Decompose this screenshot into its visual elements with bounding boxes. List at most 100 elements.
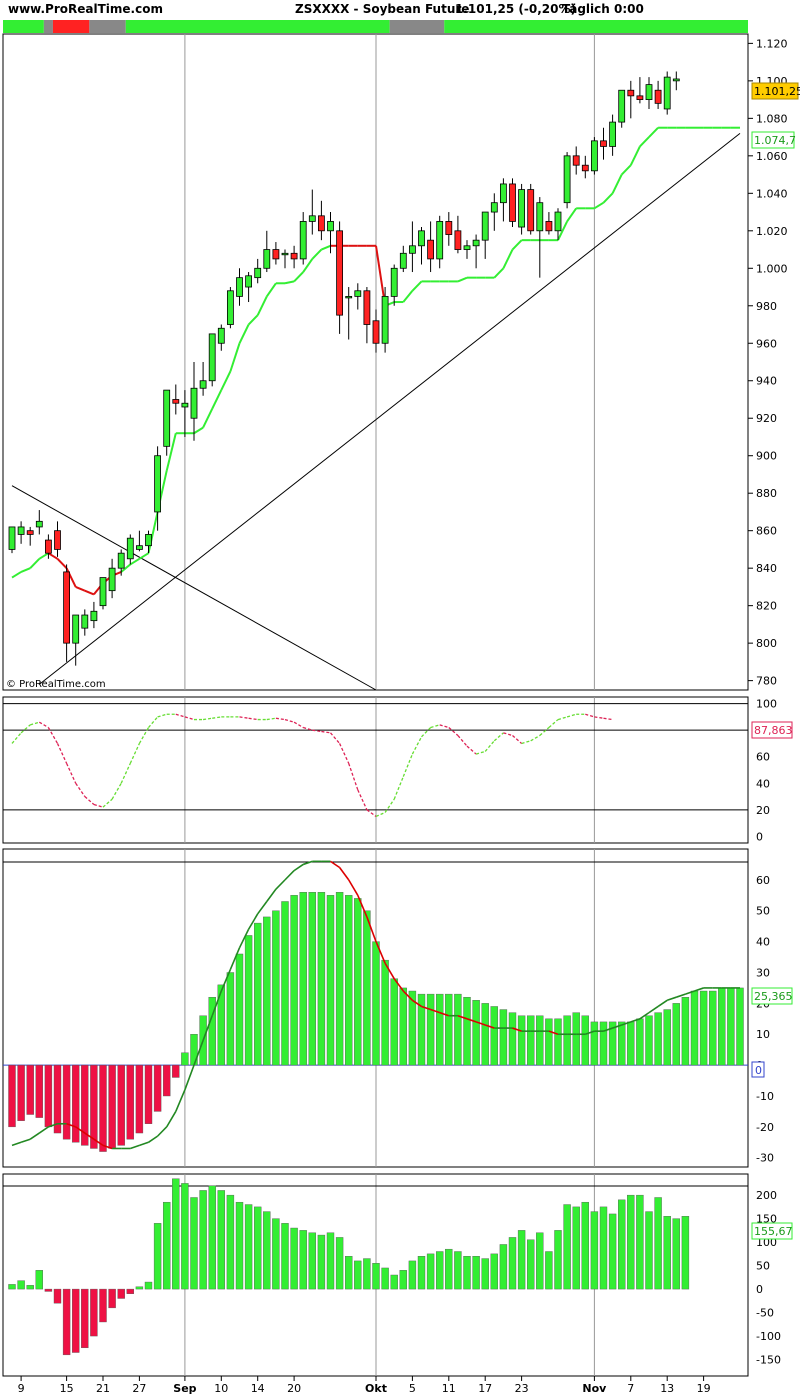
y-tick-label: 40 bbox=[756, 936, 770, 949]
candle-up bbox=[117, 552, 125, 569]
site-link[interactable]: www.ProRealTime.com bbox=[8, 2, 163, 16]
y-tick-label: 920 bbox=[756, 412, 777, 425]
momentum-bar bbox=[335, 1237, 344, 1290]
signal-segment-short bbox=[52, 20, 90, 33]
oscillator-segment bbox=[239, 716, 249, 719]
trailing-stop-segment bbox=[20, 567, 31, 573]
trailing-stop-segment bbox=[566, 207, 578, 222]
histogram-bar bbox=[554, 1018, 562, 1066]
signal-line-segment bbox=[238, 928, 250, 949]
signal-line-segment bbox=[685, 990, 695, 995]
histogram-bar bbox=[217, 984, 226, 1066]
momentum-value-box: 155,67 bbox=[751, 1222, 793, 1240]
signal-line-segment bbox=[338, 867, 350, 881]
oscillator-segment bbox=[148, 716, 159, 728]
signal-line-segment bbox=[157, 1126, 168, 1137]
momentum-bar bbox=[627, 1194, 635, 1290]
candle-up bbox=[263, 249, 271, 269]
oscillator-segment bbox=[175, 713, 186, 718]
oscillator-segment bbox=[439, 724, 449, 729]
trailing-stop-segment bbox=[220, 370, 232, 391]
momentum-bar bbox=[372, 1263, 380, 1290]
momentum-bar bbox=[253, 1206, 262, 1290]
oscillator-segment bbox=[493, 732, 504, 742]
candle-up bbox=[327, 221, 334, 232]
trailing-stop-segment bbox=[265, 282, 277, 297]
trailing-stop-segment bbox=[620, 164, 632, 176]
stop-value-box: 1.074,7 bbox=[751, 131, 796, 149]
candle-down bbox=[317, 215, 325, 232]
histogram-bar bbox=[408, 990, 417, 1066]
y-tick-label: 40 bbox=[756, 777, 770, 790]
momentum-bar bbox=[99, 1288, 107, 1323]
momentum-bar bbox=[162, 1201, 171, 1290]
candle-down bbox=[45, 539, 52, 554]
x-tick-label: 23 bbox=[515, 1382, 529, 1395]
momentum-bar bbox=[263, 1211, 271, 1290]
histogram-bar bbox=[381, 959, 389, 1066]
oscillator-segment bbox=[548, 719, 559, 729]
momentum-bar bbox=[135, 1286, 144, 1290]
momentum-bar bbox=[490, 1253, 498, 1290]
signal-line-segment bbox=[375, 941, 386, 964]
oscillator-segment bbox=[393, 776, 404, 800]
candle-up bbox=[208, 333, 216, 382]
oscillator-segment bbox=[157, 713, 167, 718]
trailing-stop-segment bbox=[311, 248, 323, 260]
histogram-bar bbox=[62, 1064, 71, 1140]
candle-up bbox=[72, 614, 80, 644]
signal-line-segment bbox=[402, 990, 413, 1001]
trailing-stop-segment bbox=[138, 552, 150, 560]
trailing-stop-segment bbox=[229, 342, 241, 372]
signal-segment-neutral bbox=[43, 20, 53, 33]
signal-line-segment bbox=[175, 1089, 186, 1112]
histogram-bar bbox=[572, 1012, 580, 1066]
candle-down bbox=[427, 239, 435, 260]
y-tick-label: 0 bbox=[756, 830, 763, 843]
oscillator-segment bbox=[120, 763, 131, 784]
trailing-stop-segment bbox=[211, 389, 223, 410]
signal-line-segment bbox=[266, 888, 277, 902]
x-tick-label: 17 bbox=[478, 1382, 492, 1395]
x-tick-label: Okt bbox=[365, 1382, 387, 1395]
y-tick-label: -30 bbox=[756, 1152, 774, 1165]
price-chart: 780 800 820 840 860 880 900 920 940 960 980 1.000 1.… bbox=[8, 37, 788, 691]
signal-line-segment bbox=[585, 1030, 595, 1036]
histogram-bar bbox=[481, 1003, 489, 1066]
momentum-bar bbox=[554, 1230, 562, 1290]
histogram-bar bbox=[645, 1015, 653, 1066]
oscillator-segment bbox=[321, 730, 331, 734]
y-tick-label: 20 bbox=[756, 804, 770, 817]
signal-line-segment bbox=[512, 1027, 522, 1032]
trailing-stop-segment bbox=[629, 146, 641, 166]
oscillator-segment bbox=[457, 735, 468, 747]
histogram-bar bbox=[727, 987, 735, 1066]
trailing-stop-segment bbox=[457, 276, 468, 283]
trailing-stop-segment bbox=[38, 552, 49, 560]
histogram-bar bbox=[181, 1052, 189, 1066]
oscillator-segment bbox=[20, 724, 31, 734]
oscillator-value-label: 87,863 bbox=[754, 724, 793, 737]
trailing-stop-segment bbox=[557, 220, 568, 241]
candle-down bbox=[363, 290, 371, 325]
momentum-bar bbox=[308, 1232, 316, 1290]
trailing-stop-segment bbox=[502, 249, 514, 269]
momentum-bar bbox=[517, 1230, 526, 1290]
momentum-bar bbox=[445, 1248, 453, 1290]
x-tick-label: 20 bbox=[287, 1382, 301, 1395]
trailing-stop-segment bbox=[375, 245, 387, 306]
signal-line-segment bbox=[548, 1030, 559, 1036]
oscillator-segment bbox=[475, 750, 486, 755]
y-tick-label: 50 bbox=[756, 905, 770, 918]
histogram-bar bbox=[563, 1015, 571, 1066]
momentum-bar bbox=[636, 1194, 644, 1290]
momentum-bar bbox=[108, 1288, 116, 1309]
candle-down bbox=[627, 89, 635, 97]
candle-up bbox=[381, 295, 389, 344]
momentum-bar bbox=[208, 1185, 216, 1290]
signal-segment-neutral bbox=[89, 20, 126, 33]
oscillator-segment bbox=[312, 729, 322, 733]
histogram-bar bbox=[345, 895, 353, 1066]
candle-up bbox=[518, 189, 525, 228]
signal-line-segment bbox=[48, 1123, 58, 1128]
